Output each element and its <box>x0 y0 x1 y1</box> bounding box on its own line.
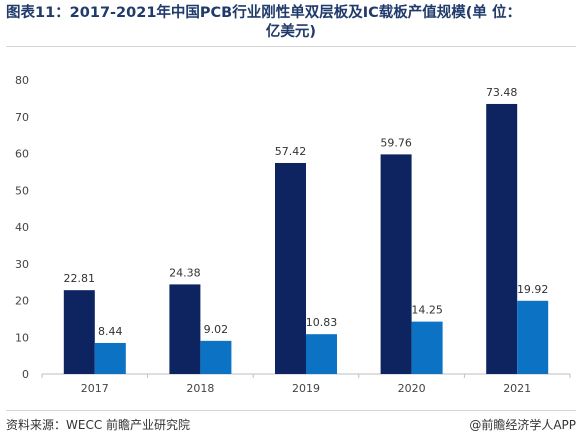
bar-2021-2 <box>517 300 549 374</box>
data-label: 22.81 <box>64 272 96 285</box>
x-tick-label: 2018 <box>186 382 214 395</box>
source-note: 资料来源：WECC 前瞻产业研究院 <box>6 418 191 432</box>
data-label: 8.44 <box>98 325 123 338</box>
data-label: 24.38 <box>169 266 201 279</box>
data-label: 9.02 <box>204 323 229 336</box>
bar-2020-1 <box>380 154 412 374</box>
data-label: 59.76 <box>380 136 412 149</box>
y-tick-label: 80 <box>15 74 29 87</box>
y-tick-label: 40 <box>15 221 29 234</box>
data-label: 57.42 <box>275 145 307 158</box>
footer-divider <box>6 410 576 411</box>
y-tick-label: 10 <box>15 331 29 344</box>
bar-2017-2 <box>94 342 126 374</box>
brand-credit-text: @前瞻经济学人APP <box>469 418 576 432</box>
y-tick-label: 70 <box>15 111 29 124</box>
bar-2021-1 <box>486 103 518 374</box>
bar-2020-2 <box>411 321 443 374</box>
title-divider <box>6 46 576 47</box>
y-tick-label: 20 <box>15 295 29 308</box>
data-label: 14.25 <box>411 304 443 317</box>
x-tick-label: 2019 <box>292 382 320 395</box>
chart-title-line-1: 图表11：2017-2021年中国PCB行业刚性单双层板及IC载板产值规模(单 … <box>6 5 521 21</box>
x-tick-label: 2017 <box>81 382 109 395</box>
bar-2018-2 <box>200 340 232 374</box>
bar-2017-1 <box>63 290 95 374</box>
y-tick-label: 0 <box>22 368 29 381</box>
brand-credit: @前瞻经济学人APP <box>469 416 576 433</box>
data-label: 73.48 <box>486 86 518 99</box>
bar-2019-2 <box>306 334 337 374</box>
x-tick-label: 2021 <box>503 382 531 395</box>
x-tick-label: 2020 <box>398 382 426 395</box>
y-tick-label: 50 <box>15 184 29 197</box>
data-label: 19.92 <box>517 283 549 296</box>
data-label: 10.83 <box>306 316 338 329</box>
chart-title-line-2: 亿美元) <box>265 24 317 40</box>
y-tick-label: 30 <box>15 258 29 271</box>
bar-2018-1 <box>169 284 201 374</box>
bar-2019-1 <box>275 162 306 374</box>
y-tick-label: 60 <box>15 148 29 161</box>
chart-title: 图表11：2017-2021年中国PCB行业刚性单双层板及IC载板产值规模(单 … <box>6 4 576 42</box>
